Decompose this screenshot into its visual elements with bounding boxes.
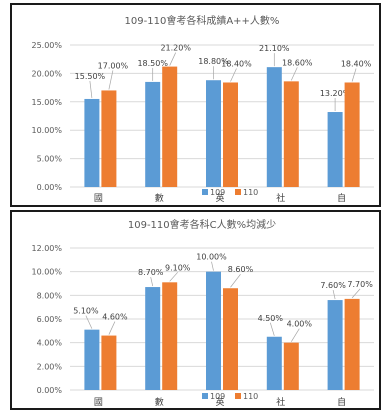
data-label: 5.10% [73, 307, 99, 316]
data-label: 18.40% [341, 59, 372, 68]
category-label: 自 [337, 192, 346, 204]
data-label: 4.50% [258, 314, 284, 323]
bar-110-2 [162, 66, 178, 187]
bar-110-4 [283, 342, 299, 390]
bar-110-2 [162, 282, 178, 390]
label-leader [169, 272, 178, 282]
category-label: 英 [215, 396, 224, 408]
data-label: 21.10% [259, 44, 290, 53]
data-label: 18.40% [221, 59, 252, 68]
category-label: 英 [215, 192, 224, 204]
bar-110-5 [344, 82, 360, 187]
label-leader [85, 315, 93, 329]
legend-swatch-109 [202, 189, 208, 195]
y-tick-label: 0.00% [37, 183, 63, 192]
y-tick-label: 8.00% [37, 291, 63, 300]
bar-110-4 [283, 81, 299, 187]
category-label: 國 [94, 193, 103, 204]
y-tick-label: 6.00% [37, 315, 63, 324]
category-label: 數 [155, 396, 164, 408]
bar-110-1 [101, 335, 117, 390]
label-leader [169, 52, 177, 66]
label-leader [150, 276, 154, 287]
bar-109-4 [266, 336, 282, 390]
data-label: 8.70% [138, 268, 164, 277]
y-tick-label: 25.00% [31, 41, 62, 50]
label-leader [351, 68, 357, 82]
legend-label: 109 [210, 188, 225, 197]
bar-110-1 [101, 90, 117, 187]
y-tick-label: 4.00% [37, 339, 63, 348]
bar-110-3 [223, 82, 238, 187]
y-tick-label: 0.00% [37, 386, 63, 395]
data-label: 4.00% [287, 320, 313, 329]
data-label: 7.70% [347, 280, 373, 289]
bar-109-3 [206, 271, 221, 390]
legend-label: 109 [210, 392, 225, 401]
chart-title: 109-110會考各科成績A++人數% [125, 14, 280, 27]
data-label: 8.60% [228, 265, 254, 274]
legend-label: 110 [243, 188, 258, 197]
label-leader [290, 67, 298, 81]
bar-109-2 [145, 81, 161, 187]
data-label: 13.20% [320, 89, 351, 98]
bar-109-2 [145, 287, 161, 390]
label-leader [211, 261, 214, 271]
data-label: 17.00% [98, 61, 129, 70]
label-leader [230, 68, 237, 82]
label-leader [291, 328, 300, 342]
legend-swatch-110 [235, 393, 241, 399]
bar-109-5 [327, 112, 343, 187]
y-tick-label: 10.00% [31, 268, 62, 277]
chart-a-plus-svg: 109-110會考各科成績A++人數% 0.00% 5.00% 10.00% 15.00… [31, 14, 374, 204]
y-tick-label: 20.00% [31, 69, 62, 78]
y-tick-label: 15.00% [31, 98, 62, 107]
data-label: 9.10% [165, 263, 191, 272]
bar-109-5 [327, 300, 343, 390]
chart-panel-a-plus: 109-110會考各科成績A++人數% 0.00% 5.00% 10.00% 15.00… [10, 3, 381, 207]
data-label: 21.20% [160, 44, 191, 53]
legend-swatch-110 [235, 189, 241, 195]
data-label: 18.50% [137, 59, 168, 68]
data-label: 4.60% [102, 313, 128, 322]
label-leader [351, 288, 361, 299]
chart-panel-c-level: 109-110會考各科C人數%均減少 0.00% 2.00% 4.00% 6.00% 8.… [10, 210, 381, 410]
chart-title: 109-110會考各科C人數%均減少 [128, 218, 276, 231]
legend-swatch-109 [202, 393, 208, 399]
data-label: 10.00% [196, 253, 227, 262]
legend-label: 110 [243, 392, 258, 401]
label-leader [269, 322, 275, 336]
category-label: 自 [337, 396, 346, 408]
chart-c-level-svg: 109-110會考各科C人數%均減少 0.00% 2.00% 4.00% 6.00% 8.… [31, 218, 374, 408]
bar-109-3 [206, 80, 221, 187]
bar-110-5 [344, 298, 360, 390]
label-leader [332, 289, 336, 300]
label-leader [89, 80, 93, 99]
label-leader [108, 70, 114, 90]
bar-109-4 [266, 67, 282, 187]
label-leader [230, 274, 241, 288]
category-label: 數 [155, 192, 164, 204]
data-label: 18.60% [282, 58, 313, 67]
y-tick-label: 10.00% [31, 126, 62, 135]
y-tick-label: 2.00% [37, 362, 63, 371]
data-label: 18.80% [198, 57, 229, 66]
y-tick-label: 12.00% [31, 244, 62, 253]
bar-109-1 [84, 98, 100, 187]
bar-110-3 [223, 288, 238, 390]
data-label: 7.60% [320, 281, 346, 290]
category-label: 國 [94, 397, 103, 408]
data-label: 15.50% [75, 72, 106, 81]
category-label: 社 [276, 396, 285, 408]
category-label: 社 [276, 192, 285, 204]
y-tick-label: 5.00% [37, 155, 63, 164]
bar-109-1 [84, 329, 100, 390]
label-leader [108, 321, 116, 335]
